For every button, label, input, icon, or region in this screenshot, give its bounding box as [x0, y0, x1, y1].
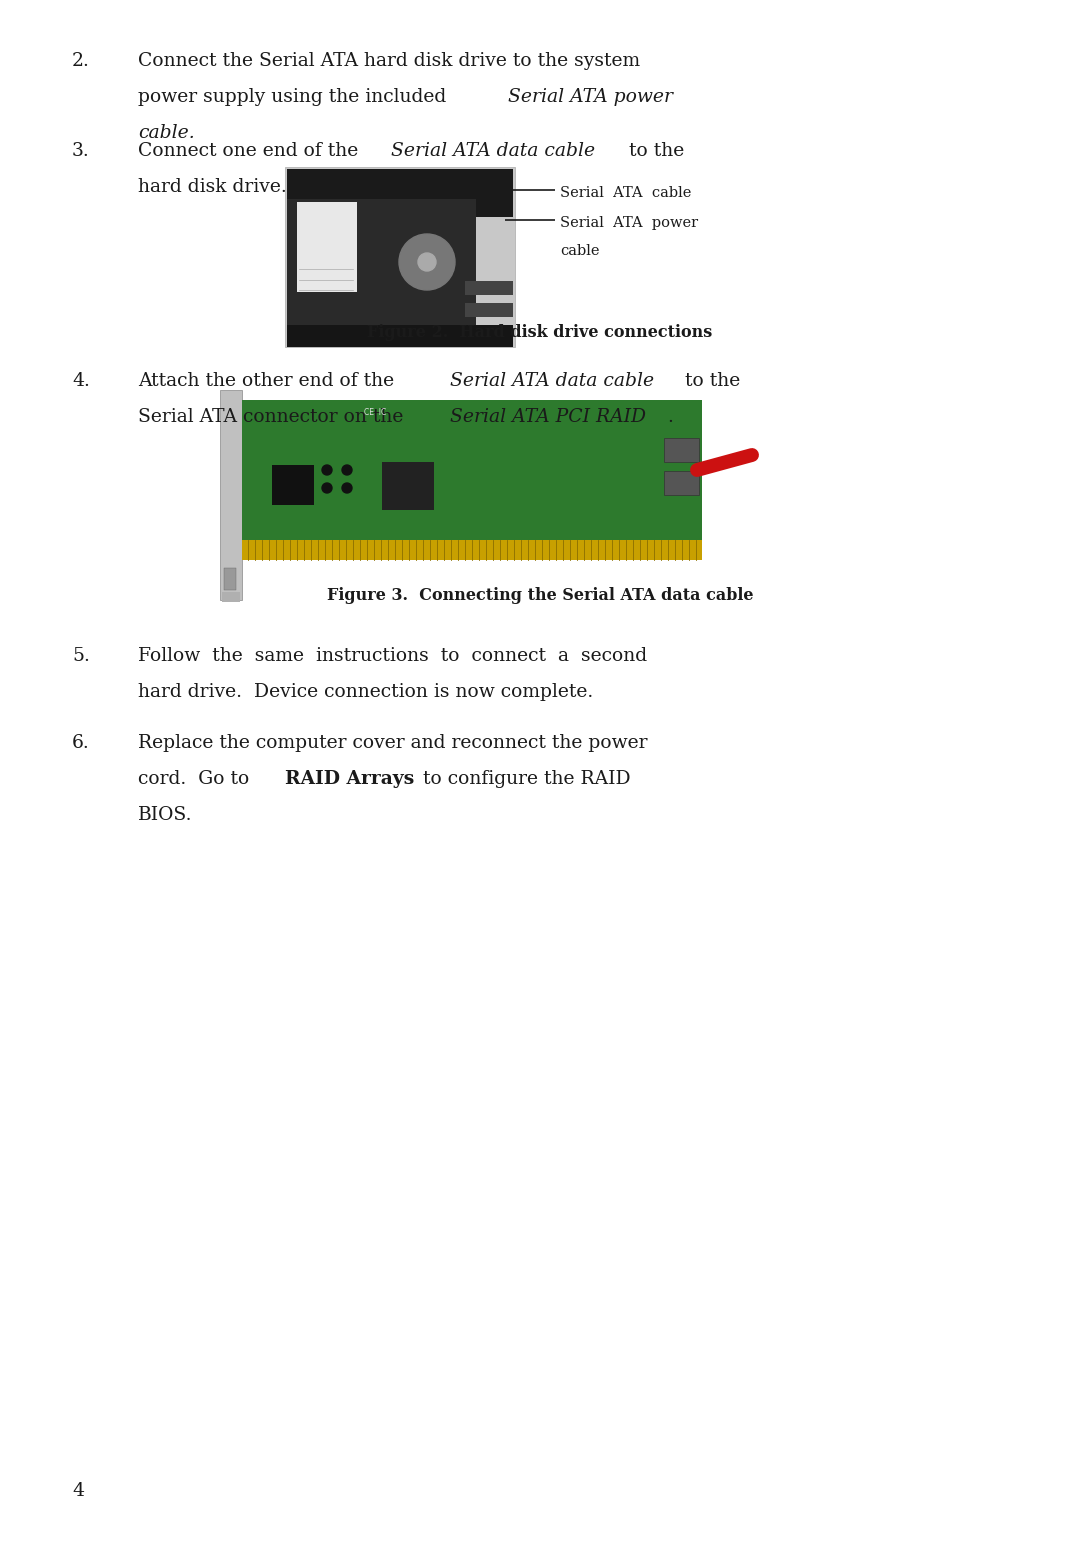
Bar — [465, 302, 513, 318]
Text: Replace the computer cover and reconnect the power: Replace the computer cover and reconnect… — [138, 734, 648, 752]
Text: Figure 2.  Hard disk drive connections: Figure 2. Hard disk drive connections — [367, 324, 713, 341]
Bar — [287, 325, 513, 347]
Circle shape — [322, 466, 332, 475]
Text: 6.: 6. — [72, 734, 90, 752]
Text: BIOS.: BIOS. — [138, 806, 192, 823]
Bar — [285, 167, 515, 347]
Bar — [242, 540, 702, 560]
Text: power supply using the included: power supply using the included — [138, 88, 453, 106]
Text: 3.: 3. — [72, 142, 90, 160]
Text: cable: cable — [561, 244, 599, 258]
Text: Figure 3.  Connecting the Serial ATA data cable: Figure 3. Connecting the Serial ATA data… — [327, 588, 753, 604]
Bar — [664, 438, 699, 463]
Circle shape — [342, 466, 352, 475]
Text: to the: to the — [679, 372, 740, 390]
Text: Serial ATA power: Serial ATA power — [508, 88, 673, 106]
Bar — [287, 170, 513, 217]
Text: cord.  Go to: cord. Go to — [138, 769, 255, 788]
Text: to the: to the — [623, 142, 685, 160]
Bar — [272, 466, 314, 504]
Bar — [297, 202, 357, 291]
Text: RAID Arrays: RAID Arrays — [285, 769, 415, 788]
Bar — [382, 463, 434, 510]
Bar — [224, 567, 237, 591]
Text: hard disk drive.: hard disk drive. — [138, 177, 287, 196]
Bar — [287, 199, 475, 325]
Text: Connect the Serial ATA hard disk drive to the system: Connect the Serial ATA hard disk drive t… — [138, 52, 640, 69]
Text: Follow  the  same  instructions  to  connect  a  second: Follow the same instructions to connect … — [138, 648, 647, 665]
Text: 5.: 5. — [72, 648, 90, 665]
Bar — [222, 592, 240, 601]
Text: Serial  ATA  power: Serial ATA power — [561, 216, 698, 230]
Text: .: . — [667, 409, 673, 426]
Circle shape — [418, 253, 436, 271]
Bar — [242, 399, 702, 560]
Bar — [465, 281, 513, 295]
Circle shape — [399, 234, 455, 290]
Circle shape — [322, 483, 332, 493]
Text: Serial  ATA  cable: Serial ATA cable — [561, 187, 691, 200]
Text: Attach the other end of the: Attach the other end of the — [138, 372, 400, 390]
Text: to configure the RAID: to configure the RAID — [417, 769, 631, 788]
Text: Serial ATA PCI RAID: Serial ATA PCI RAID — [450, 409, 646, 426]
Text: 2.: 2. — [72, 52, 90, 69]
Text: CE  IC: CE IC — [364, 409, 387, 416]
Bar — [220, 390, 242, 600]
Text: cable.: cable. — [138, 123, 194, 142]
Text: Serial ATA data cable: Serial ATA data cable — [391, 142, 595, 160]
Text: Serial ATA data cable: Serial ATA data cable — [450, 372, 654, 390]
Bar — [664, 470, 699, 495]
Text: 4: 4 — [72, 1482, 84, 1500]
Text: hard drive.  Device connection is now complete.: hard drive. Device connection is now com… — [138, 683, 593, 702]
Text: Connect one end of the: Connect one end of the — [138, 142, 364, 160]
Text: Serial ATA connector on the: Serial ATA connector on the — [138, 409, 409, 426]
Circle shape — [342, 483, 352, 493]
Text: 4.: 4. — [72, 372, 90, 390]
